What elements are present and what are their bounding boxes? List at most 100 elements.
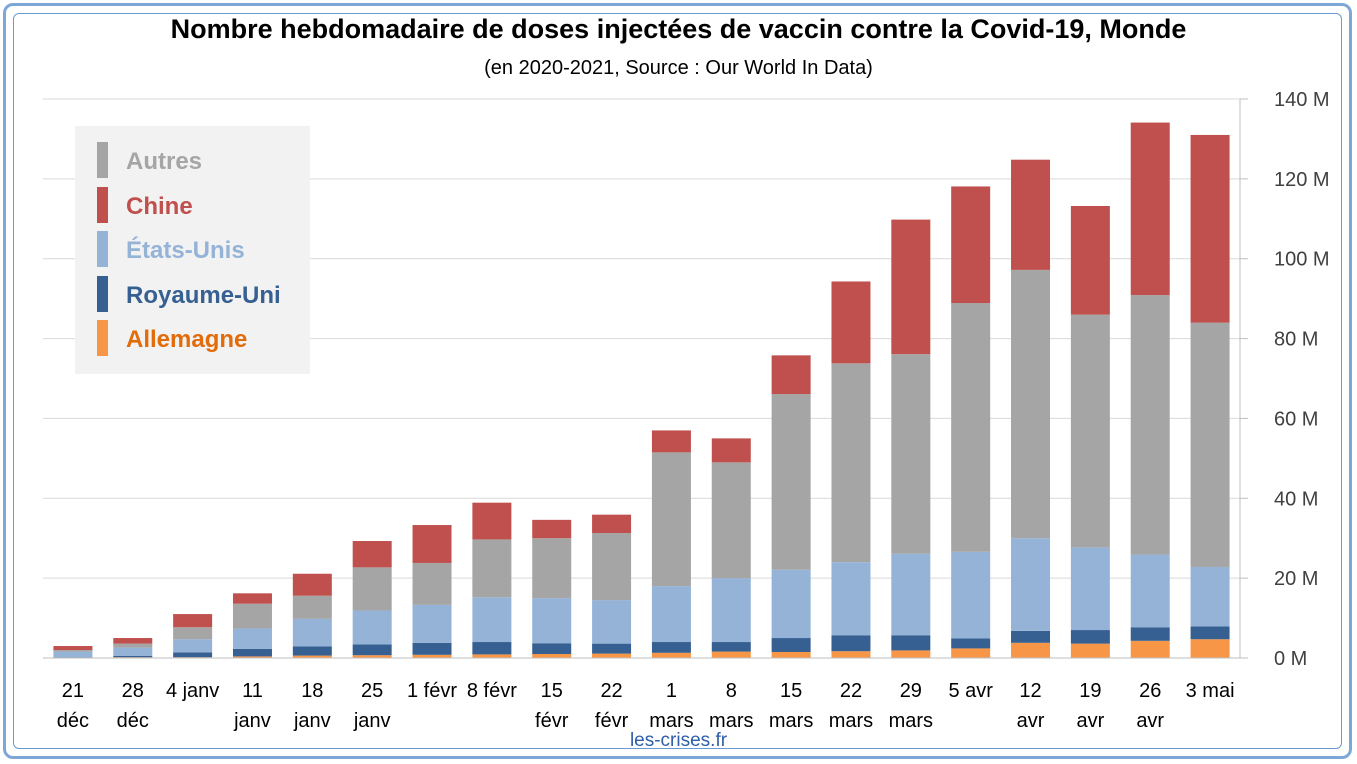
x-tick-label: mars: [889, 710, 933, 732]
x-tick-label: févr: [535, 710, 569, 732]
bar-segment-chine: [771, 355, 811, 395]
bar-segment-royaumeuni: [1011, 630, 1051, 643]
bar-segment-tatsunis: [1070, 547, 1110, 631]
x-tick-label: 26: [1139, 680, 1161, 702]
bar-segment-allemagne: [232, 656, 272, 658]
bar-segment-allemagne: [831, 651, 871, 658]
y-tick-label: 120 M: [1274, 169, 1330, 191]
chart-subtitle: (en 2020-2021, Source : Our World In Dat…: [484, 57, 873, 79]
bar-segment-tatsunis: [113, 647, 153, 657]
bar-segment-autres: [1011, 269, 1051, 539]
bar-segment-autres: [352, 567, 392, 611]
x-tick-label: 1 févr: [407, 680, 457, 702]
x-tick-label: janv: [233, 710, 271, 732]
y-tick-label: 40 M: [1274, 488, 1318, 510]
y-tick-label: 100 M: [1274, 249, 1330, 271]
x-tick-label: janv: [353, 710, 391, 732]
x-tick-label: mars: [769, 710, 813, 732]
bar-segment-allemagne: [412, 654, 452, 658]
bar-segment-chine: [1190, 134, 1230, 323]
bar-segment-tatsunis: [292, 618, 332, 647]
x-tick-label: 25: [361, 680, 383, 702]
bar-segment-royaumeuni: [472, 642, 512, 655]
bar-segment-royaumeuni: [891, 635, 931, 651]
bar-segment-royaumeuni: [711, 642, 751, 652]
x-tick-label: 8 févr: [467, 680, 517, 702]
x-tick-label: 18: [301, 680, 323, 702]
bar-segment-tatsunis: [831, 562, 871, 636]
bar-segment-royaumeuni: [592, 643, 632, 654]
bar-segment-chine: [173, 614, 213, 628]
bar-segment-autres: [53, 650, 93, 652]
source-credit: les-crises.fr: [629, 730, 728, 751]
bar-segment-tatsunis: [891, 553, 931, 636]
bar-segment-chine: [472, 502, 512, 540]
x-tick-label: 1: [666, 680, 677, 702]
bar-segment-chine: [412, 525, 452, 563]
bar-segment-allemagne: [1070, 643, 1110, 658]
bar-segment-allemagne: [771, 652, 811, 658]
bar-segment-autres: [592, 533, 632, 601]
x-tick-label: 22: [840, 680, 862, 702]
bar-segment-allemagne: [292, 655, 332, 658]
bar-segment-chine: [891, 219, 931, 355]
bar-segment-allemagne: [592, 653, 632, 658]
x-tick-label: 5 avr: [948, 680, 993, 702]
bar-segment-allemagne: [1190, 639, 1230, 658]
x-tick-label: avr: [1136, 710, 1164, 732]
bar-segment-tatsunis: [472, 597, 512, 643]
bar-segment-royaumeuni: [1130, 627, 1170, 641]
x-tick-label: mars: [649, 710, 693, 732]
bar-segment-chine: [711, 438, 751, 463]
bar-segment-tatsunis: [352, 610, 392, 645]
legend-label: Chine: [126, 192, 193, 220]
bar-segment-royaumeuni: [651, 642, 691, 653]
bar-segment-chine: [292, 573, 332, 596]
bar-segment-allemagne: [352, 655, 392, 658]
bar-segment-autres: [113, 643, 153, 648]
bar-segment-tatsunis: [1190, 566, 1230, 627]
bar-segment-allemagne: [1130, 640, 1170, 658]
bar-segment-autres: [771, 394, 811, 570]
chart-legend: Autres Chine États-Unis Royaume-Uni Allemagn…: [75, 126, 310, 374]
bar-segment-chine: [1130, 122, 1170, 296]
x-tick-label: déc: [117, 710, 149, 732]
bar-segment-chine: [53, 646, 93, 651]
bar-segment-allemagne: [651, 652, 691, 658]
legend-label: Allemagne: [126, 326, 248, 353]
bar-segment-tatsunis: [1011, 538, 1051, 631]
bar-segment-autres: [292, 595, 332, 619]
x-tick-label: 4 janv: [166, 680, 219, 702]
bar-segment-autres: [232, 603, 272, 629]
bar-segment-chine: [352, 541, 392, 568]
bar-segment-royaumeuni: [173, 652, 213, 658]
x-tick-label: janv: [293, 710, 331, 732]
bar-segment-chine: [1011, 159, 1051, 270]
bar-segment-autres: [472, 539, 512, 598]
x-tick-label: 3 mai: [1186, 680, 1235, 702]
bar-segment-royaumeuni: [113, 656, 153, 658]
x-tick-label: 8: [726, 680, 737, 702]
bar-segment-autres: [1190, 322, 1230, 567]
bar-segment-allemagne: [532, 654, 572, 658]
x-tick-label: avr: [1076, 710, 1104, 732]
bar-segment-tatsunis: [711, 578, 751, 643]
bar-segment-tatsunis: [173, 639, 213, 653]
bar-segment-chine: [113, 638, 153, 644]
bar-segment-allemagne: [711, 651, 751, 658]
x-tick-label: 15: [780, 680, 802, 702]
bar-segment-royaumeuni: [951, 638, 991, 649]
x-tick-label: 11: [242, 680, 263, 702]
x-tick-label: mars: [829, 710, 873, 732]
bar-segment-autres: [891, 354, 931, 554]
bar-segment-tatsunis: [951, 551, 991, 639]
bar-segment-tatsunis: [592, 600, 632, 644]
bar-segment-allemagne: [472, 654, 512, 658]
bar-segment-chine: [232, 593, 272, 604]
x-tick-label: 29: [900, 680, 922, 702]
bar-segment-tatsunis: [232, 628, 272, 649]
bar-segment-tatsunis: [532, 598, 572, 644]
bar-segment-autres: [711, 462, 751, 579]
legend-swatch: [97, 231, 108, 267]
